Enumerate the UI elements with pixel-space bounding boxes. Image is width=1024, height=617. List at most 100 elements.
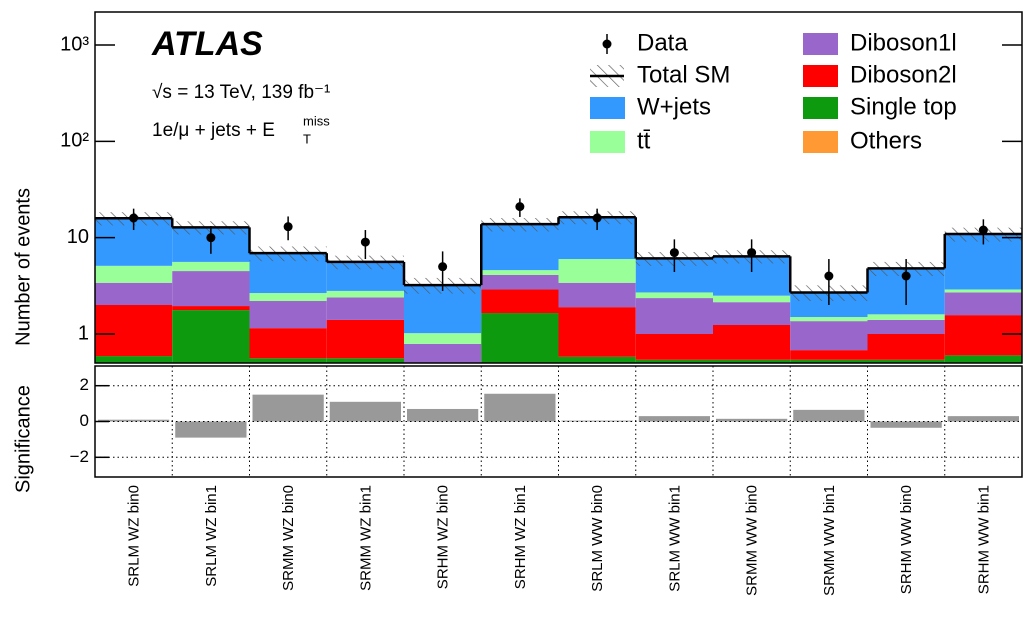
legend-label: Diboson1l — [850, 29, 957, 56]
stack-segment — [713, 324, 791, 360]
data-point — [283, 222, 293, 232]
top-frame — [94, 11, 1023, 364]
significance-bar — [947, 416, 1019, 422]
legend-label: Total SM — [637, 61, 730, 88]
x-tick-label: SRHM WW bin0 — [898, 485, 915, 594]
x-tick-label: SRLM WW bin0 — [589, 485, 606, 592]
stack-segment — [95, 265, 173, 283]
significance-bar — [484, 393, 556, 422]
experiment-label: ATLAS — [151, 25, 263, 63]
legend-label: Single top — [850, 93, 957, 120]
stack-segment — [635, 298, 713, 334]
stack-segment — [404, 343, 482, 363]
significance-bar — [561, 420, 633, 422]
stack-segment — [172, 306, 250, 311]
stack-segment — [713, 302, 791, 325]
legend-label: Diboson2l — [850, 61, 957, 88]
stack-segment — [95, 356, 173, 363]
stack-segment — [95, 282, 173, 305]
stack-segment — [790, 317, 868, 322]
stack-segment — [249, 328, 327, 359]
y2-axis-label: Significance — [12, 385, 34, 493]
stack-segment — [481, 224, 559, 271]
energy-label: √s = 13 TeV, 139 fb⁻¹ — [152, 82, 330, 103]
stack-segment — [867, 319, 945, 334]
x-tick-label: SRLM WW bin1 — [666, 485, 683, 592]
stack-segment — [635, 359, 713, 363]
stack-segment — [944, 355, 1022, 363]
data-point — [669, 248, 679, 258]
stack-segment — [867, 314, 945, 320]
stack-segment — [944, 315, 1022, 356]
stack-segment — [172, 271, 250, 307]
stack-segment — [867, 359, 945, 363]
stack-segment — [249, 301, 327, 329]
y-tick-label: 10² — [60, 130, 89, 152]
data-point — [206, 233, 216, 243]
significance-bar — [638, 416, 710, 422]
x-tick-label: SRHM WZ bin1 — [512, 485, 529, 589]
stack-segment — [635, 333, 713, 360]
stack-segment — [326, 319, 404, 359]
stack-segment — [558, 307, 636, 357]
stack-segment — [326, 297, 404, 320]
legend-swatch — [590, 97, 625, 119]
legend-label: Data — [637, 29, 688, 56]
legend-label: tt̄ — [637, 127, 651, 154]
selection-label: 1e/μ + jets + E — [152, 120, 275, 141]
stack-segment — [867, 333, 945, 360]
stack-segment — [558, 282, 636, 308]
y2-tick-label: −2 — [70, 447, 89, 466]
x-tick-label: SRHM WW bin1 — [975, 485, 992, 594]
x-tick-label: SRMM WZ bin0 — [280, 485, 297, 591]
significance-bar — [98, 419, 170, 422]
stack-segment — [790, 350, 868, 360]
data-point — [592, 213, 602, 223]
data-point — [901, 271, 911, 281]
plot-area: SRLM WZ bin0 SRLM WZ bin1 SRMM WZ bin0 SRMM… — [95, 198, 1022, 596]
legend-swatch — [803, 97, 838, 119]
data-point — [129, 213, 139, 223]
x-tick-label: SRHM WZ bin0 — [435, 485, 452, 589]
significance-bar — [175, 421, 247, 438]
stack-segment — [172, 261, 250, 272]
data-point — [747, 248, 757, 258]
legend-label: Others — [850, 127, 922, 154]
stack-segment — [326, 358, 404, 363]
selection-sub: T — [303, 131, 311, 146]
stack-segment — [558, 356, 636, 363]
stack-segment — [249, 358, 327, 363]
selection-sup: miss — [303, 113, 330, 128]
significance-bar — [252, 394, 324, 422]
stack-segment — [944, 289, 1022, 293]
stack-segment — [404, 333, 482, 344]
y-tick-label: 10 — [67, 226, 89, 248]
stack-segment — [635, 292, 713, 299]
y-axis-label: Number of events — [12, 188, 34, 346]
stack-segment — [713, 295, 791, 303]
stack-segment — [481, 270, 559, 275]
stack-segment — [481, 289, 559, 314]
x-tick-label: SRMM WW bin0 — [744, 485, 761, 596]
data-point — [824, 271, 834, 281]
x-tick-label: SRLM WZ bin0 — [126, 485, 143, 587]
stack-segment — [481, 274, 559, 290]
significance-bar — [407, 408, 479, 422]
x-tick-label: SRMM WZ bin1 — [357, 485, 374, 591]
data-point — [360, 237, 370, 247]
x-tick-label: SRMM WW bin1 — [821, 485, 838, 596]
legend-swatch — [803, 131, 838, 153]
significance-bar — [329, 401, 401, 422]
data-point — [515, 202, 525, 212]
stack-segment — [713, 359, 791, 363]
stack-segment — [790, 321, 868, 351]
legend-label: W+jets — [637, 93, 711, 120]
y-tick-label: 1 — [78, 322, 89, 344]
significance-bar — [793, 409, 865, 422]
y2-tick-label: 0 — [80, 411, 89, 430]
legend-swatch — [803, 33, 838, 55]
legend-swatch — [803, 65, 838, 87]
legend-swatch — [590, 131, 625, 153]
significance-bar — [870, 421, 942, 428]
